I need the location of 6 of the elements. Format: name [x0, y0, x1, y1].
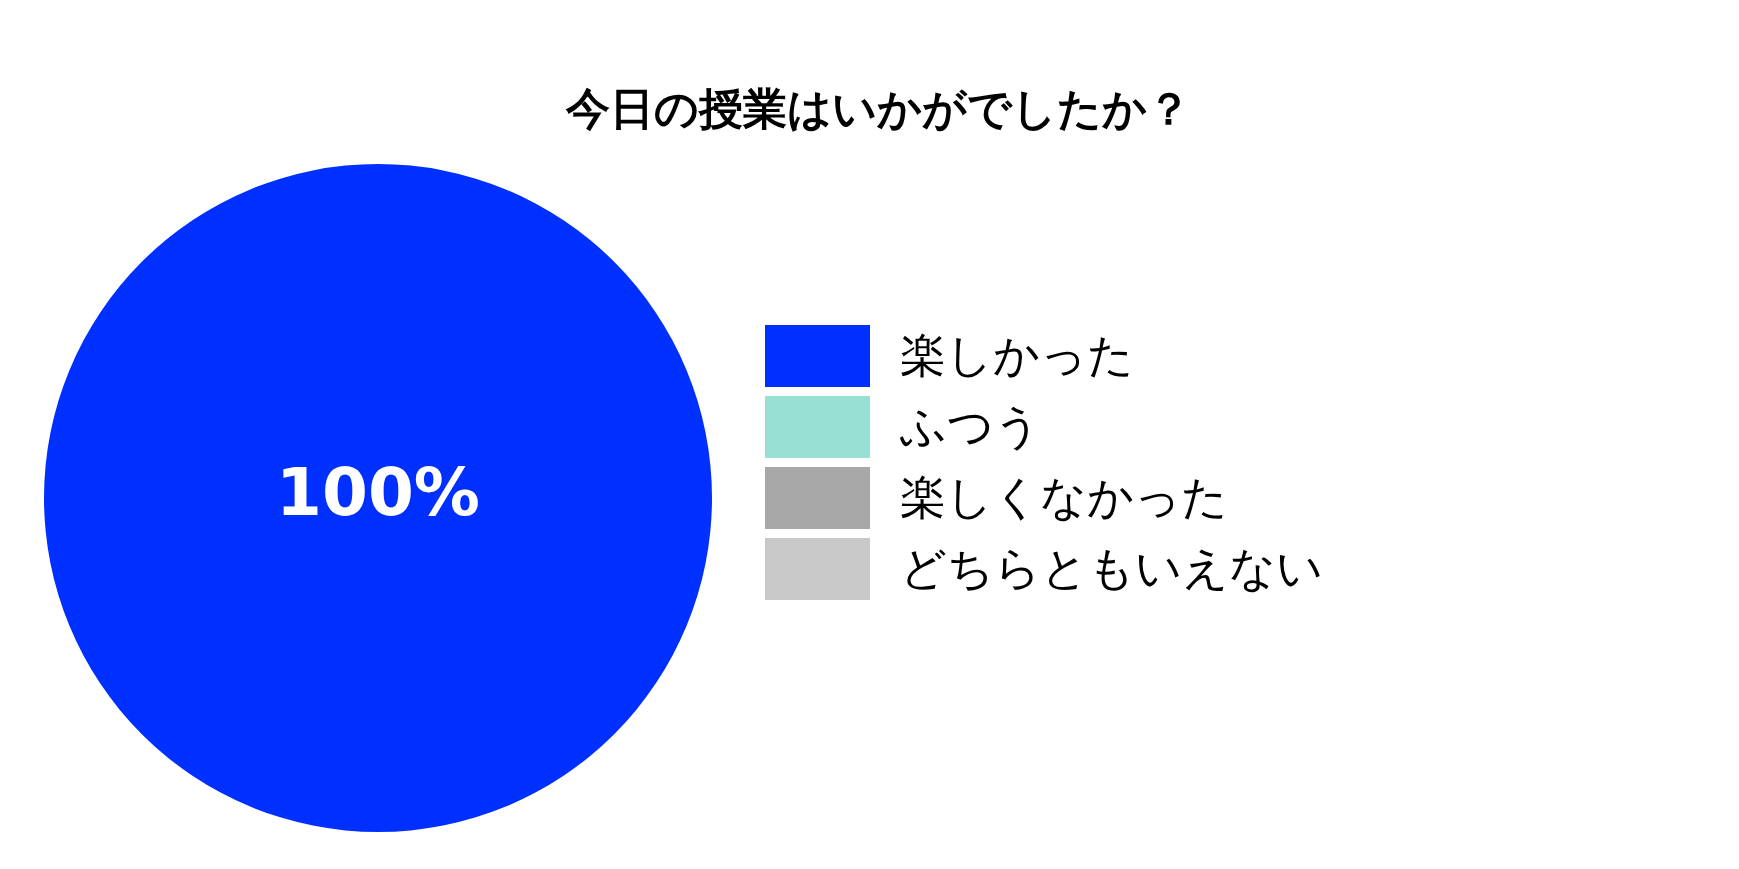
- legend-label: ふつう: [900, 397, 1041, 455]
- legend-label: どちらともいえない: [900, 539, 1323, 597]
- legend-label: 楽しかった: [900, 326, 1134, 384]
- chart-title: 今日の授業はいかがでしたか？: [564, 82, 1192, 136]
- legend-label: 楽しくなかった: [900, 468, 1228, 526]
- data-label: 100%: [276, 454, 480, 532]
